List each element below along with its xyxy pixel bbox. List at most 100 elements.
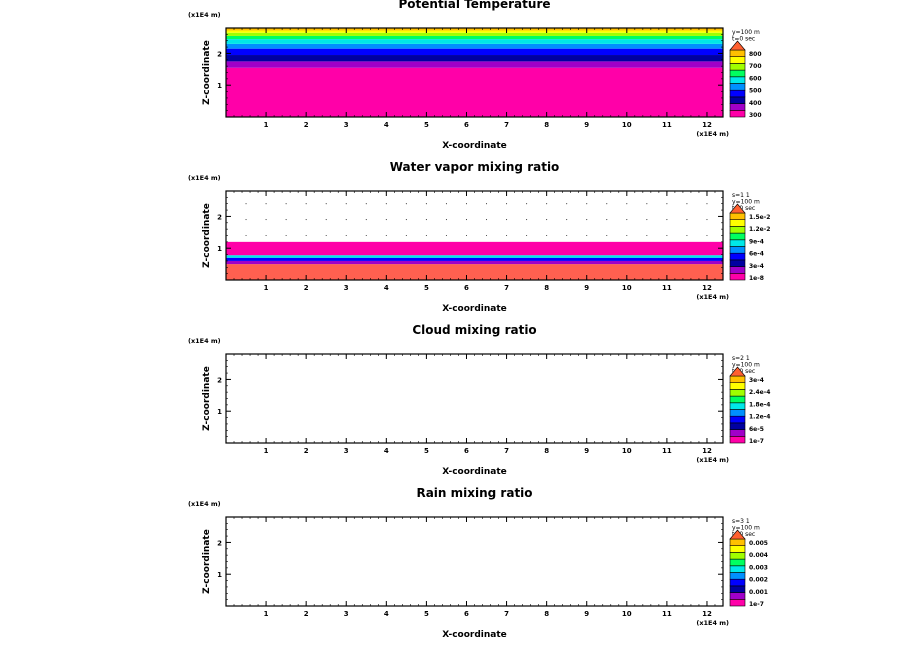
colorbar-swatch — [729, 429, 746, 437]
x-tick-label: 3 — [344, 447, 349, 455]
colorbar-swatch — [729, 49, 746, 57]
grid-dot — [566, 219, 568, 221]
x-tick-label: 10 — [622, 121, 632, 129]
x-tick-label: 10 — [622, 610, 632, 618]
colorbar-label: 1.8e-4 — [749, 401, 770, 408]
z-tick-label: 2 — [217, 50, 222, 58]
grid-dot — [445, 219, 447, 221]
grid-dot — [666, 203, 668, 205]
grid-dot — [265, 219, 267, 221]
band-2 — [226, 61, 723, 68]
x-tick-label: 6 — [464, 121, 469, 129]
colorbar-label: 1.2e-4 — [749, 414, 770, 421]
grid-dot — [566, 234, 568, 237]
z-axis-label: Z-coordinate — [202, 529, 212, 594]
colorbar-swatch — [729, 409, 746, 417]
colorbar-swatch — [729, 83, 746, 91]
x-tick-label: 12 — [702, 610, 712, 618]
x-axis-label: X-coordinate — [442, 141, 507, 151]
colorbar-swatch — [729, 375, 746, 383]
z-axis-label: Z-coordinate — [202, 366, 212, 431]
grid-dot — [385, 234, 387, 237]
colorbar-label: 6e-4 — [749, 251, 764, 258]
colorbar-swatch — [729, 592, 746, 600]
colorbar-label: 1e-7 — [749, 438, 764, 445]
x-unit-label: (x1E4 m) — [696, 456, 729, 464]
grid-dot — [285, 219, 287, 221]
plot-frame — [225, 516, 724, 607]
colorbar-swatch — [729, 382, 746, 390]
grid-dot — [606, 203, 608, 205]
x-tick-label: 11 — [662, 284, 672, 292]
colorbar-label: 400 — [749, 100, 762, 107]
x-axis-label: X-coordinate — [442, 630, 507, 640]
band-5 — [226, 43, 723, 49]
x-tick-label: 4 — [384, 610, 389, 618]
colorbar-label: 0.003 — [749, 564, 768, 571]
colorbar-swatch — [729, 226, 746, 234]
colorbar-swatch — [729, 572, 746, 580]
info-text: t=0 sec — [732, 531, 755, 538]
colorbar-arrow — [729, 366, 746, 377]
grid-dot — [305, 203, 307, 205]
colorbar-swatch — [729, 69, 746, 78]
grid-dot — [425, 234, 427, 237]
x-axis-label: X-coordinate — [442, 304, 507, 314]
grid-dot — [385, 219, 387, 221]
colorbar-label: 3e-4 — [749, 263, 764, 270]
x-tick-label: 7 — [504, 447, 509, 455]
grid-dot — [465, 219, 468, 221]
grid-dot — [365, 219, 367, 221]
band-4 — [226, 48, 723, 56]
colorbar-label: 0.002 — [749, 577, 768, 584]
colorbar-swatch — [729, 252, 746, 261]
chart-title: Potential Temperature — [398, 0, 550, 11]
colorbar-swatch — [729, 538, 746, 546]
chart-title: Water vapor mixing ratio — [390, 160, 560, 174]
x-tick-label: 3 — [344, 610, 349, 618]
grid-dot — [245, 219, 247, 221]
info-text: t=0 sec — [732, 36, 755, 43]
x-tick-label: 5 — [424, 121, 429, 129]
grid-dot — [626, 219, 628, 221]
x-tick-label: 12 — [702, 121, 712, 129]
chart-title: Cloud mixing ratio — [412, 323, 536, 337]
grid-dot — [506, 203, 508, 205]
grid-dot — [285, 203, 287, 205]
x-tick-label: 5 — [424, 610, 429, 618]
grid-dot — [646, 234, 648, 237]
colorbar-swatch — [729, 212, 746, 220]
colorbar-label: 600 — [749, 75, 762, 82]
x-tick-label: 11 — [662, 447, 672, 455]
grid-dot — [485, 203, 488, 205]
x-unit-label: (x1E4 m) — [696, 619, 729, 627]
grid-dot — [265, 234, 267, 237]
grid-dot — [465, 203, 468, 205]
z-tick-label: 1 — [217, 408, 222, 416]
band-2 — [226, 260, 723, 265]
info-text: y=100 m — [732, 199, 760, 206]
band-5 — [226, 241, 723, 256]
colorbar-swatch — [729, 103, 746, 111]
colorbar-swatch — [729, 239, 746, 247]
grid-dot — [485, 234, 488, 237]
grid-dot — [626, 234, 628, 237]
colorbar-label: 3e-4 — [749, 377, 764, 384]
z-unit-label: (x1E4 m) — [188, 11, 221, 19]
grid-dot — [445, 234, 447, 237]
grid-dot — [325, 219, 327, 221]
colorbar-swatch — [729, 76, 746, 84]
z-tick-label: 1 — [217, 82, 222, 90]
grid-dot — [546, 234, 548, 237]
colorbar-swatch — [729, 272, 746, 281]
colorbar-label: 6e-5 — [749, 426, 764, 433]
grid-dot — [666, 234, 668, 237]
x-axis-label: X-coordinate — [442, 467, 507, 477]
colorbar-swatch — [729, 585, 746, 593]
x-tick-label: 8 — [544, 447, 549, 455]
grid-dot — [546, 219, 548, 221]
x-tick-label: 6 — [464, 610, 469, 618]
grid-dot — [586, 203, 588, 205]
band-1 — [226, 67, 723, 117]
